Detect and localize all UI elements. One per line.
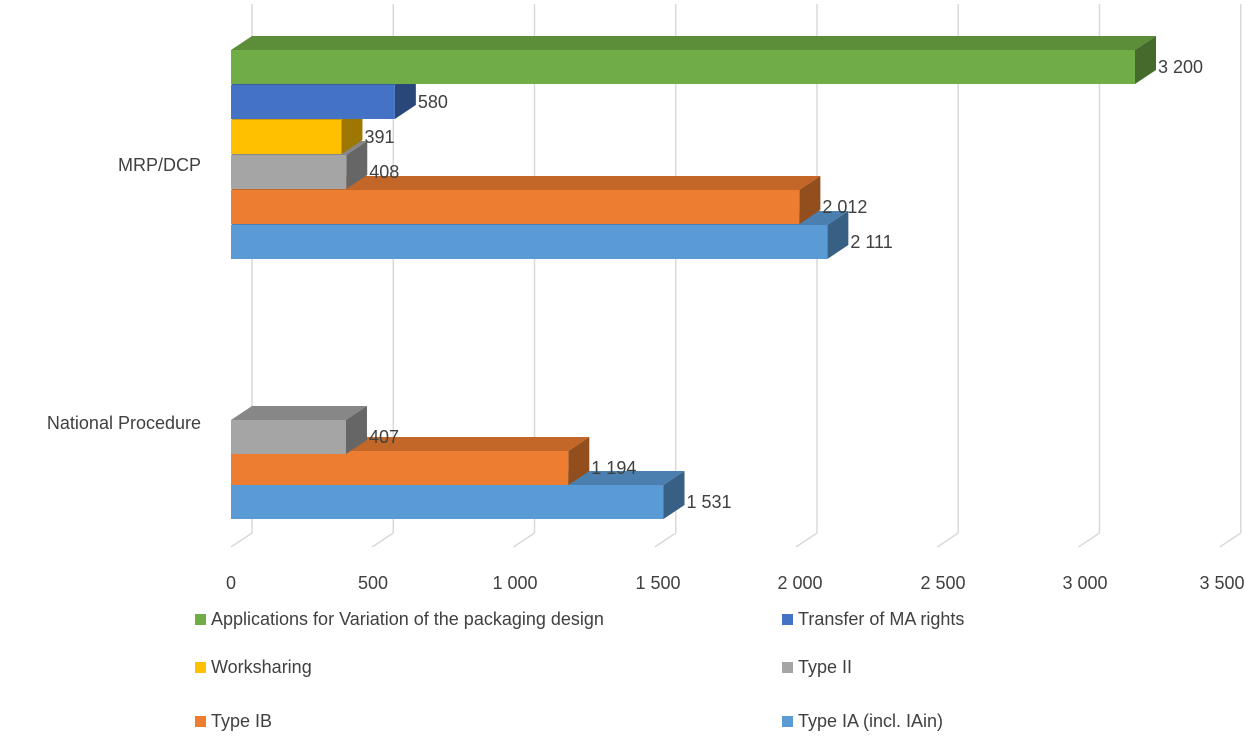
x-tick-label: 3 500 — [1199, 573, 1244, 593]
bar-side-face — [345, 406, 367, 454]
x-tick-label: 500 — [358, 573, 388, 593]
data-label: 408 — [369, 162, 399, 182]
data-label: 1 194 — [591, 458, 636, 478]
legend-label: Worksharing — [211, 657, 312, 677]
gridline-floor — [230, 532, 253, 548]
bar-top-face — [231, 176, 821, 190]
legend-item: Type IA (incl. IAin) — [782, 711, 943, 732]
gridline-floor — [1078, 532, 1100, 548]
legend-item: Transfer of MA rights — [782, 609, 964, 630]
bar-front-face — [231, 420, 346, 454]
x-axis-ticks: 0 500 1 000 1 500 2 000 2 500 3 000 3 500 — [226, 573, 1245, 593]
x-tick-label: 2 000 — [777, 573, 822, 593]
x-tick-label: 2 500 — [920, 573, 965, 593]
bar-side-face — [827, 211, 849, 259]
category-label: MRP/DCP — [118, 155, 201, 175]
bar-front-face — [231, 451, 569, 485]
bar-side-face — [568, 437, 590, 485]
data-label: 580 — [418, 92, 448, 112]
bar-front-face — [231, 225, 828, 259]
data-label: 2 012 — [822, 197, 867, 217]
bar — [231, 36, 1156, 84]
legend-item: Applications for Variation of the packag… — [195, 609, 604, 630]
data-label: 2 111 — [850, 232, 892, 252]
legend-swatch — [195, 716, 206, 727]
x-tick-label: 3 000 — [1062, 573, 1107, 593]
gridline-floor — [654, 532, 677, 548]
chart-legend: Applications for Variation of the packag… — [0, 600, 1245, 736]
bar-front-face — [231, 120, 342, 154]
category-label: National Procedure — [47, 413, 201, 433]
data-labels: 2 111 2 012 408 391 580 3 200 1 531 1 194 407 — [364, 57, 1203, 512]
data-label: 407 — [369, 427, 399, 447]
gridline-floor — [1219, 532, 1242, 548]
bar-side-face — [1135, 36, 1156, 84]
legend-item: Worksharing — [195, 657, 312, 678]
bar-side-face — [346, 141, 368, 189]
bar-chart: MRP/DCP National Procedure 2 111 2 012 408 39… — [47, 4, 1245, 593]
data-label: 3 200 — [1158, 57, 1203, 77]
x-tick-label: 1 000 — [492, 573, 537, 593]
x-tick-label: 0 — [226, 573, 236, 593]
gridline-floor — [795, 532, 818, 548]
legend-swatch — [195, 662, 206, 673]
bar-front-face — [231, 85, 395, 119]
bar-side-face — [799, 176, 821, 224]
legend-swatch — [782, 614, 793, 625]
legend-swatch — [782, 716, 793, 727]
legend-item: Type II — [782, 657, 852, 678]
legend-item: Type IB — [195, 711, 272, 732]
bars — [231, 36, 1156, 519]
legend-swatch — [195, 614, 206, 625]
bar-front-face — [231, 485, 664, 519]
bar-front-face — [231, 155, 347, 189]
bar — [231, 406, 367, 454]
legend-swatch — [782, 662, 793, 673]
bar-side-face — [663, 471, 685, 519]
data-label: 1 531 — [687, 492, 732, 512]
gridline-floor — [371, 532, 394, 548]
x-tick-label: 1 500 — [635, 573, 680, 593]
legend-label: Type II — [798, 657, 853, 677]
bar — [231, 437, 590, 485]
bar — [231, 176, 821, 224]
data-label: 391 — [364, 127, 394, 147]
legend-label: Applications for Variation of the packag… — [211, 609, 604, 629]
legend-label: Type IA (incl. IAin) — [798, 711, 944, 731]
gridline-floor — [513, 532, 535, 548]
bar-top-face — [231, 36, 1156, 50]
bar-top-face — [231, 406, 367, 420]
bar-front-face — [231, 50, 1135, 84]
bar-front-face — [231, 190, 800, 224]
legend-label: Transfer of MA rights — [798, 609, 965, 629]
legend-label: Type IB — [211, 711, 273, 731]
gridline-floor — [936, 532, 959, 548]
